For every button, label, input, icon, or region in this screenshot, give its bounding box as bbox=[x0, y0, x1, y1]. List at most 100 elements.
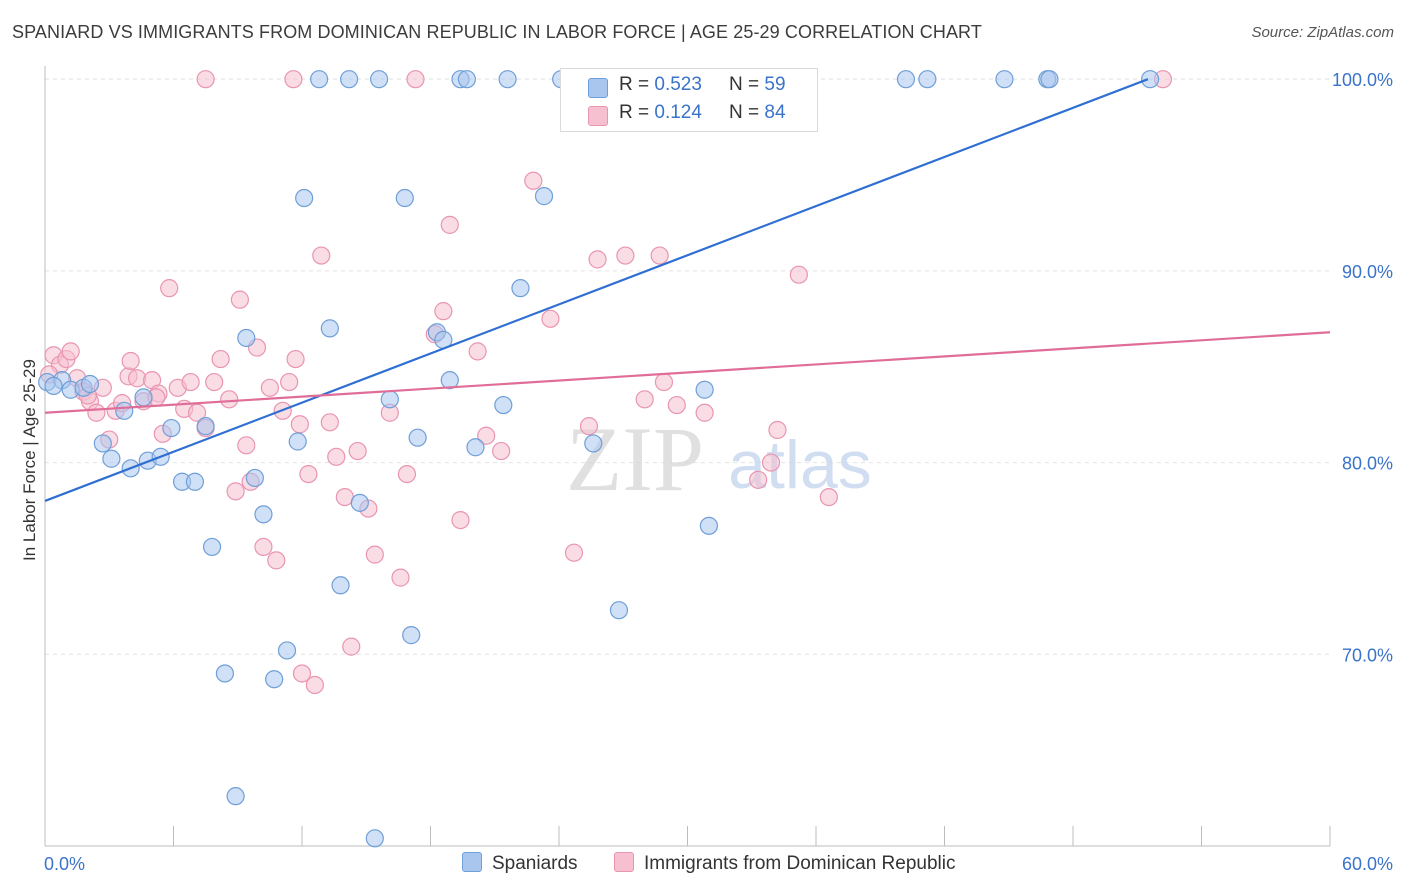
legend-n-immigrants: N = 84 bbox=[729, 102, 786, 124]
point-spaniards bbox=[584, 434, 603, 453]
point-spaniards bbox=[134, 388, 153, 407]
point-immigrants bbox=[230, 290, 249, 309]
point-spaniards bbox=[395, 188, 414, 208]
series-label-spaniards: Spaniards bbox=[492, 853, 578, 874]
point-spaniards bbox=[93, 434, 112, 453]
point-immigrants bbox=[768, 420, 787, 440]
point-immigrants bbox=[440, 215, 459, 234]
point-immigrants bbox=[789, 265, 808, 284]
legend-n-spaniards: N = 59 bbox=[729, 74, 786, 96]
n-label: N = bbox=[729, 102, 760, 123]
point-spaniards bbox=[295, 188, 314, 208]
point-immigrants bbox=[196, 70, 215, 89]
point-immigrants bbox=[286, 349, 305, 369]
point-immigrants bbox=[226, 482, 245, 501]
point-immigrants bbox=[468, 342, 487, 361]
point-spaniards bbox=[896, 70, 916, 89]
point-immigrants bbox=[312, 246, 331, 265]
x-tick-label: 60.0% bbox=[1342, 854, 1393, 874]
watermark-atlas: atlas bbox=[728, 427, 872, 503]
y-tick-label: 80.0% bbox=[1342, 454, 1393, 474]
point-spaniards bbox=[44, 376, 63, 396]
point-immigrants bbox=[391, 568, 410, 587]
point-immigrants bbox=[292, 664, 312, 683]
point-spaniards bbox=[699, 516, 719, 535]
point-immigrants bbox=[320, 413, 339, 432]
x-tick-label: 0.0% bbox=[44, 854, 85, 874]
point-spaniards bbox=[331, 576, 350, 595]
point-spaniards bbox=[115, 401, 134, 420]
point-immigrants bbox=[237, 436, 256, 455]
point-immigrants bbox=[220, 390, 239, 409]
point-immigrants bbox=[348, 441, 367, 461]
point-immigrants bbox=[342, 637, 361, 656]
point-immigrants bbox=[365, 545, 384, 564]
point-immigrants bbox=[61, 342, 80, 361]
n-label: N = bbox=[729, 74, 760, 95]
point-immigrants bbox=[564, 543, 584, 562]
point-immigrants bbox=[524, 171, 543, 190]
point-immigrants bbox=[260, 378, 279, 397]
point-immigrants bbox=[254, 537, 273, 557]
point-immigrants bbox=[284, 70, 303, 89]
point-spaniards bbox=[402, 626, 421, 645]
point-immigrants bbox=[695, 403, 714, 422]
point-immigrants bbox=[205, 372, 224, 392]
r-value-immigrants: 0.124 bbox=[654, 102, 702, 123]
legend-swatch-spaniards bbox=[588, 78, 608, 98]
point-spaniards bbox=[534, 187, 554, 206]
point-immigrants bbox=[477, 426, 496, 445]
source-credit: Source: ZipAtlas.com bbox=[1251, 24, 1394, 41]
point-spaniards bbox=[310, 70, 329, 89]
point-immigrants bbox=[749, 470, 768, 489]
point-spaniards bbox=[237, 328, 256, 348]
series-legend: Spaniards Immigrants from Dominican Repu… bbox=[0, 852, 1406, 878]
point-immigrants bbox=[127, 369, 147, 388]
correlation-legend: R = 0.523 N = 59 R = 0.124 N = 84 bbox=[560, 68, 818, 132]
point-immigrants bbox=[406, 70, 425, 89]
point-immigrants bbox=[121, 351, 140, 371]
point-immigrants bbox=[579, 417, 599, 436]
point-spaniards bbox=[265, 670, 284, 689]
point-spaniards bbox=[1140, 70, 1160, 89]
n-value-immigrants: 84 bbox=[764, 102, 786, 123]
points-immigrants bbox=[40, 70, 1173, 695]
x-tick-labels: 0.0% 60.0% bbox=[44, 854, 1393, 874]
point-spaniards bbox=[254, 505, 273, 524]
point-immigrants bbox=[616, 246, 635, 265]
point-spaniards bbox=[277, 641, 297, 660]
series-swatch-spaniards bbox=[462, 852, 482, 872]
series-label-immigrants: Immigrants from Dominican Republic bbox=[644, 853, 956, 874]
point-spaniards bbox=[350, 493, 369, 512]
y-tick-label: 70.0% bbox=[1342, 645, 1393, 665]
point-immigrants bbox=[299, 464, 318, 484]
y-tick-label: 90.0% bbox=[1342, 262, 1393, 282]
point-spaniards bbox=[457, 70, 477, 89]
r-label: R = bbox=[619, 102, 650, 123]
point-immigrants bbox=[327, 447, 346, 466]
point-spaniards bbox=[288, 432, 307, 451]
point-spaniards bbox=[1040, 70, 1059, 89]
point-immigrants bbox=[819, 487, 838, 507]
point-spaniards bbox=[320, 319, 339, 338]
point-spaniards bbox=[440, 371, 459, 390]
point-spaniards bbox=[408, 428, 427, 447]
point-spaniards bbox=[695, 380, 714, 399]
point-spaniards bbox=[370, 70, 389, 89]
points-spaniards bbox=[38, 70, 1160, 848]
point-immigrants bbox=[588, 250, 607, 269]
r-value-spaniards: 0.523 bbox=[654, 74, 702, 95]
point-immigrants bbox=[667, 395, 686, 415]
point-spaniards bbox=[494, 395, 513, 415]
y-tick-labels: 70.0% 80.0% 90.0% 100.0% bbox=[1332, 70, 1393, 665]
point-spaniards bbox=[918, 70, 937, 89]
axes bbox=[44, 66, 1331, 847]
point-immigrants bbox=[290, 415, 309, 434]
grid-lines bbox=[45, 78, 1330, 655]
point-immigrants bbox=[87, 403, 106, 422]
point-spaniards bbox=[609, 601, 629, 620]
n-value-spaniards: 59 bbox=[764, 74, 786, 95]
series-swatch-immigrants bbox=[614, 852, 634, 872]
point-immigrants bbox=[434, 302, 453, 321]
